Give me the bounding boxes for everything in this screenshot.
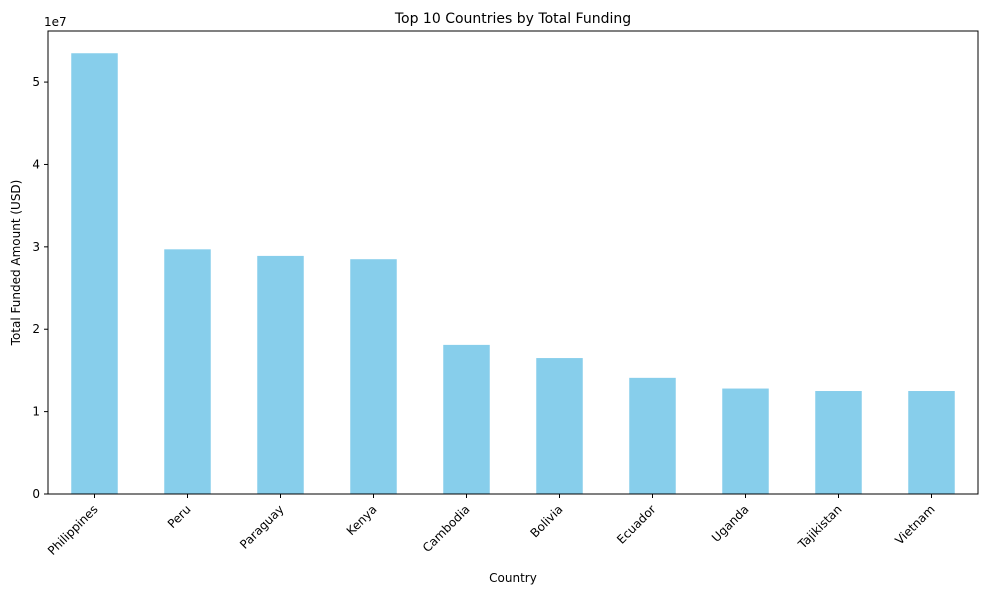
bar-uganda <box>722 388 769 494</box>
y-tick-label: 1 <box>32 405 40 419</box>
plot-frame <box>47 30 979 495</box>
bars-group <box>71 53 955 494</box>
x-tick-label: Tajikistan <box>795 502 845 552</box>
x-tick-label: Ecuador <box>614 502 659 547</box>
x-ticks-group: Philippines Peru Paraguay Kenya Cambodia Boli… <box>45 494 938 558</box>
bar-paraguay <box>257 255 304 494</box>
bar-vietnam <box>908 391 955 494</box>
x-tick-label: Vietnam <box>892 502 937 547</box>
bar-philippines <box>71 53 118 494</box>
x-tick-label: Kenya <box>344 502 380 538</box>
y-tick-label: 4 <box>32 157 40 171</box>
y-axis-offset-label: 1e7 <box>44 15 67 29</box>
y-tick-label: 2 <box>32 322 40 336</box>
y-axis-label: Total Funded Amount (USD) <box>9 180 23 347</box>
bar-kenya <box>350 259 397 494</box>
y-tick-label: 0 <box>32 487 40 501</box>
x-tick-label: Paraguay <box>237 502 287 552</box>
bar-ecuador <box>629 377 676 494</box>
y-tick-label: 3 <box>32 240 40 254</box>
x-tick-label: Cambodia <box>420 502 473 555</box>
chart-title: Top 10 Countries by Total Funding <box>394 11 631 27</box>
x-tick-label: Peru <box>165 502 194 531</box>
bar-tajikistan <box>815 391 862 494</box>
x-axis-label: Country <box>489 571 537 585</box>
y-ticks-group: 0 1 2 3 4 5 <box>32 75 48 501</box>
bar-peru <box>164 249 211 494</box>
bar-bolivia <box>536 358 583 494</box>
y-tick-label: 5 <box>32 75 40 89</box>
x-tick-label: Philippines <box>45 502 101 558</box>
x-tick-label: Bolivia <box>527 502 565 540</box>
bar-cambodia <box>443 344 490 494</box>
x-tick-label: Uganda <box>709 502 752 545</box>
